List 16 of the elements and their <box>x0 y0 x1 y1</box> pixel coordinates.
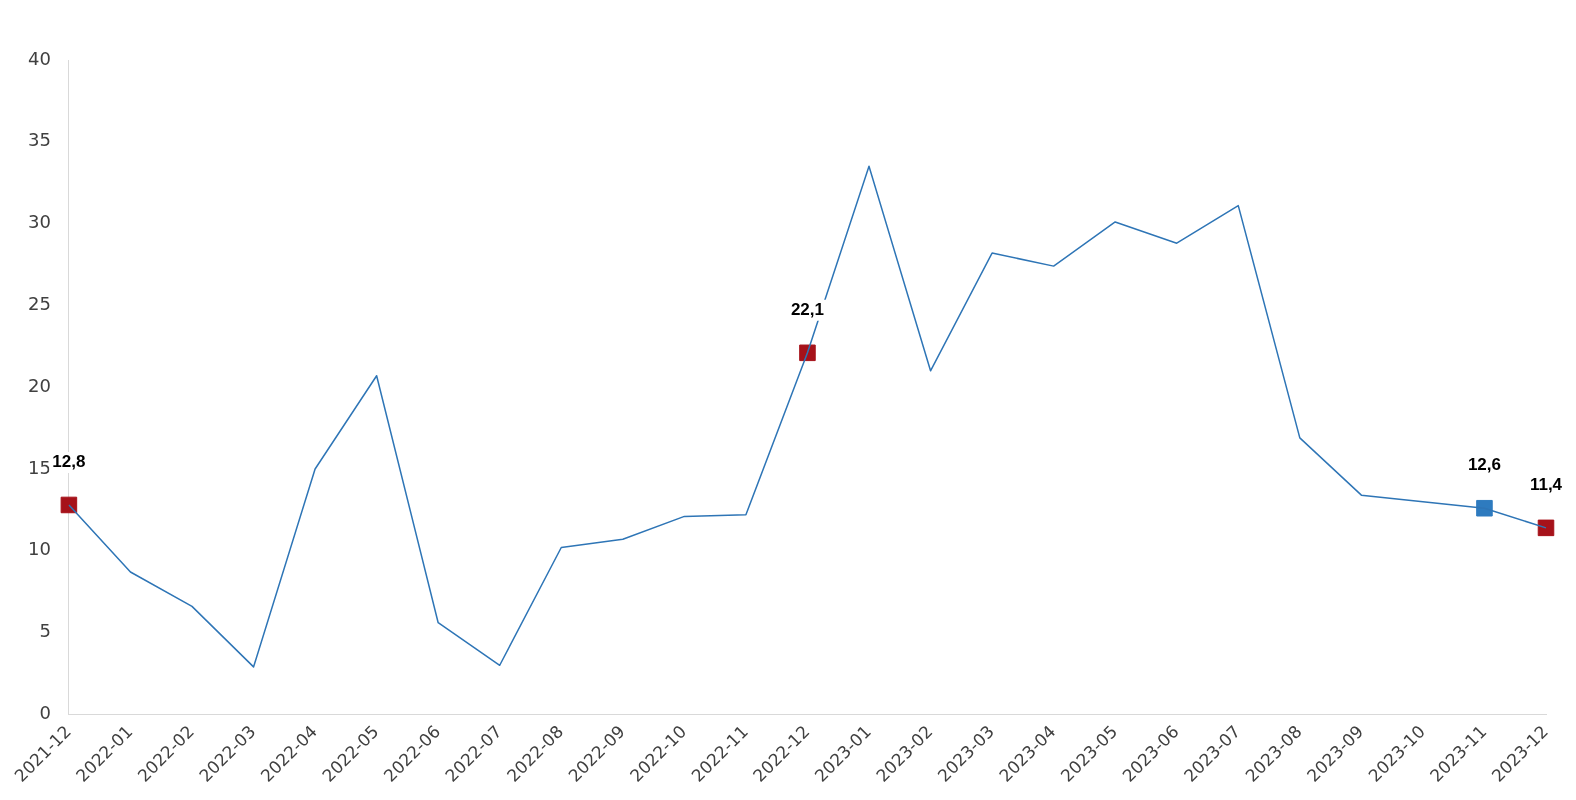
y-tick-label: 0 <box>39 702 51 724</box>
point <box>1537 519 1555 537</box>
y-tick-label: 40 <box>28 47 51 69</box>
y-tick-label: 10 <box>28 538 51 560</box>
point <box>60 496 78 514</box>
y-tick-label: 35 <box>28 129 51 151</box>
y-tick-label: 25 <box>28 293 51 315</box>
y-tick-label: 15 <box>28 456 51 478</box>
data-label: 12,6 <box>1467 455 1501 475</box>
y-tick-label: 5 <box>39 620 51 642</box>
point <box>1476 499 1493 517</box>
data-label: 11,4 <box>1529 475 1563 495</box>
y-tick-label: 20 <box>28 374 51 396</box>
data-label: 12,8 <box>52 452 86 472</box>
data-label: 22,1 <box>790 300 824 320</box>
y-tick-label: 30 <box>28 211 51 233</box>
